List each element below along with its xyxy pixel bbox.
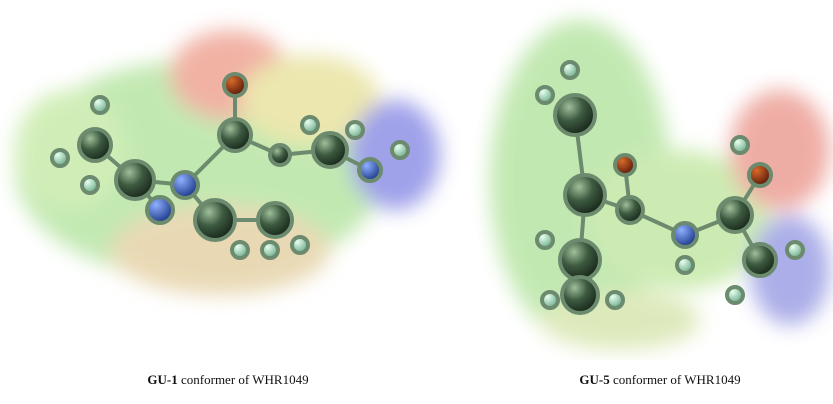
figure-art xyxy=(0,0,833,360)
caption: GU-1 conformer of WHR1049 xyxy=(147,372,308,388)
caption-text: conformer of WHR1049 xyxy=(613,372,741,387)
page: GU-1 conformer of WHR1049 GU-5 conformer… xyxy=(0,0,833,404)
caption-text: conformer of WHR1049 xyxy=(181,372,309,387)
caption-label: GU-5 xyxy=(579,372,609,387)
caption-label: GU-1 xyxy=(147,372,177,387)
caption: GU-5 conformer of WHR1049 xyxy=(579,372,740,388)
